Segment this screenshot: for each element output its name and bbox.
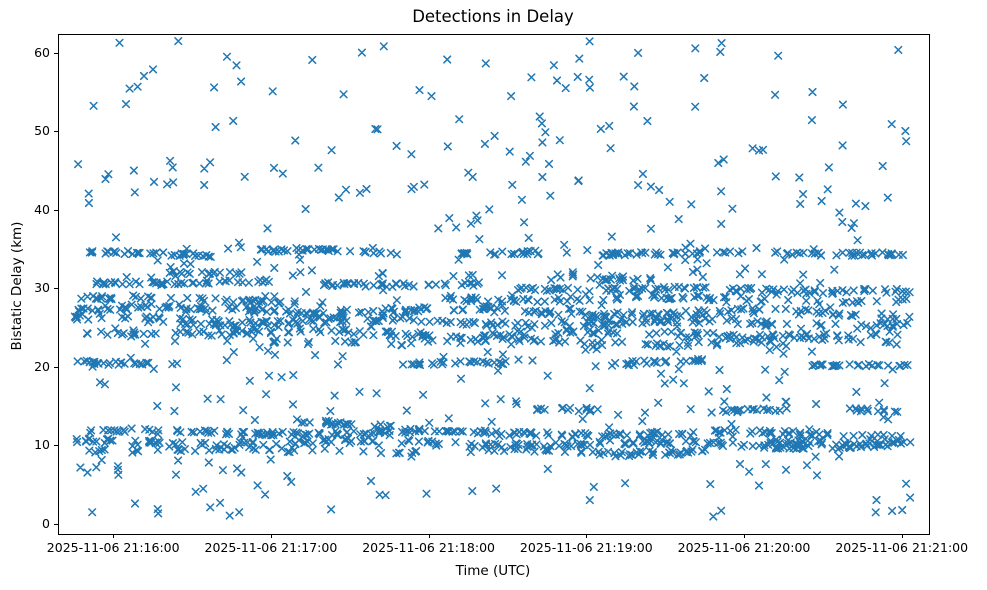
y-tick-mark xyxy=(54,288,58,290)
y-tick-label: 20 xyxy=(34,358,50,374)
x-tick-mark xyxy=(270,534,272,538)
plot-area xyxy=(58,34,930,535)
x-tick-label: 2025-11-06 21:18:00 xyxy=(362,540,495,555)
y-tick-label: 10 xyxy=(34,437,50,453)
y-tick-mark xyxy=(54,445,58,447)
y-tick-mark xyxy=(54,52,58,54)
y-tick-label: 60 xyxy=(34,44,50,60)
y-tick-label: 0 xyxy=(42,515,50,531)
y-tick-mark xyxy=(54,209,58,211)
y-tick-mark xyxy=(54,366,58,368)
x-tick-label: 2025-11-06 21:17:00 xyxy=(204,540,338,555)
x-tick-mark xyxy=(428,534,430,538)
y-tick-label: 50 xyxy=(34,123,50,139)
scatter-points-canvas xyxy=(70,37,915,521)
x-tick-mark xyxy=(744,534,745,538)
x-tick-label: 2025-11-06 21:21:00 xyxy=(835,540,969,555)
chart-title: Detections in Delay xyxy=(412,7,574,26)
y-tick-label: 40 xyxy=(34,201,50,217)
x-axis-label: Time (UTC) xyxy=(455,563,531,579)
y-tick-mark xyxy=(54,131,58,133)
x-tick-label: 2025-11-06 21:20:00 xyxy=(677,540,811,555)
scatter-points xyxy=(70,37,915,521)
y-tick-mark xyxy=(54,523,58,525)
x-tick-mark xyxy=(901,534,903,538)
x-tick-label: 2025-11-06 21:19:00 xyxy=(519,540,653,555)
y-tick-label: 30 xyxy=(34,280,50,296)
x-tick-mark xyxy=(113,534,115,538)
x-tick-mark xyxy=(586,534,588,538)
x-tick-label: 2025-11-06 21:16:00 xyxy=(46,540,180,555)
